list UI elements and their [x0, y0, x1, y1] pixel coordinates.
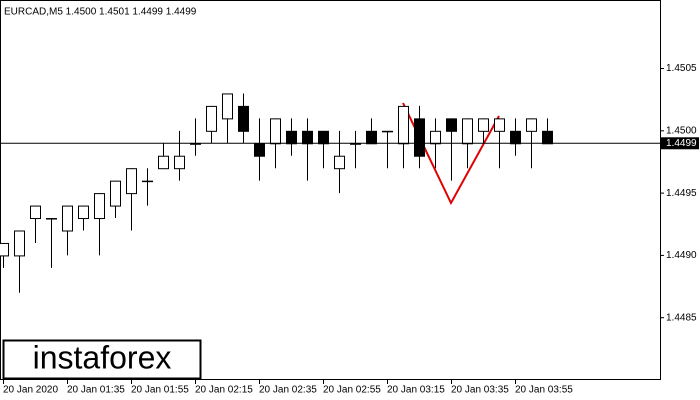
candle-body	[30, 205, 41, 220]
x-tick-label: 20 Jan 2020	[3, 385, 58, 396]
candle-body	[286, 130, 297, 145]
candle-body	[62, 205, 73, 232]
candle-body	[366, 130, 377, 145]
candle-body	[206, 105, 217, 132]
candle-body	[254, 143, 265, 157]
candle-body	[222, 93, 233, 120]
x-tick-label: 20 Jan 02:15	[195, 385, 253, 396]
logo: instaforex	[33, 339, 172, 375]
candle-body	[350, 143, 361, 145]
candle-body	[190, 143, 201, 145]
y-tick-label: 1.4500	[666, 125, 697, 136]
candle-body	[494, 118, 505, 132]
candle-body	[334, 155, 345, 170]
candle-body	[126, 168, 137, 195]
candle-body	[478, 118, 489, 132]
y-tick-label: 1.4485	[666, 312, 697, 323]
y-tick-label: 1.4495	[666, 188, 697, 199]
chart-title: EURCAD,M5 1.4500 1.4501 1.4499 1.4499	[4, 7, 197, 18]
candle-body	[398, 105, 409, 145]
candle-body	[14, 230, 25, 257]
plot-frame	[0, 0, 661, 380]
x-tick-label: 20 Jan 03:35	[451, 385, 509, 396]
candle-body	[462, 118, 473, 145]
y-tick-label: 1.4505	[666, 63, 697, 74]
logo-box	[2, 339, 202, 380]
candle-body	[78, 205, 89, 220]
candle-body	[238, 105, 249, 132]
candle-body	[142, 180, 153, 183]
y-tick-label: 1.4490	[666, 250, 697, 261]
candle-body	[446, 118, 457, 132]
candle-body	[542, 130, 553, 145]
price-label: 1.4499	[666, 138, 697, 149]
x-tick-label: 20 Jan 01:55	[131, 385, 189, 396]
candle-body	[158, 155, 169, 170]
candle-body	[382, 130, 393, 133]
candle-body	[0, 242, 9, 257]
x-tick-label: 20 Jan 02:55	[323, 385, 381, 396]
candle-body	[510, 130, 521, 145]
candle-body	[430, 130, 441, 145]
candle-body	[46, 218, 57, 220]
candle-body	[94, 193, 105, 220]
candle-body	[302, 130, 313, 145]
x-tick-label: 20 Jan 02:35	[259, 385, 317, 396]
candle-body	[270, 118, 281, 145]
x-tick-label: 20 Jan 03:55	[515, 385, 573, 396]
candle-body	[526, 118, 537, 132]
candle-body	[110, 180, 121, 207]
candle-body	[318, 130, 329, 145]
candle-body	[414, 118, 425, 157]
price-label-box	[661, 137, 699, 150]
x-tick-label: 20 Jan 01:35	[67, 385, 125, 396]
candle-body	[174, 155, 185, 170]
x-tick-label: 20 Jan 03:15	[387, 385, 445, 396]
